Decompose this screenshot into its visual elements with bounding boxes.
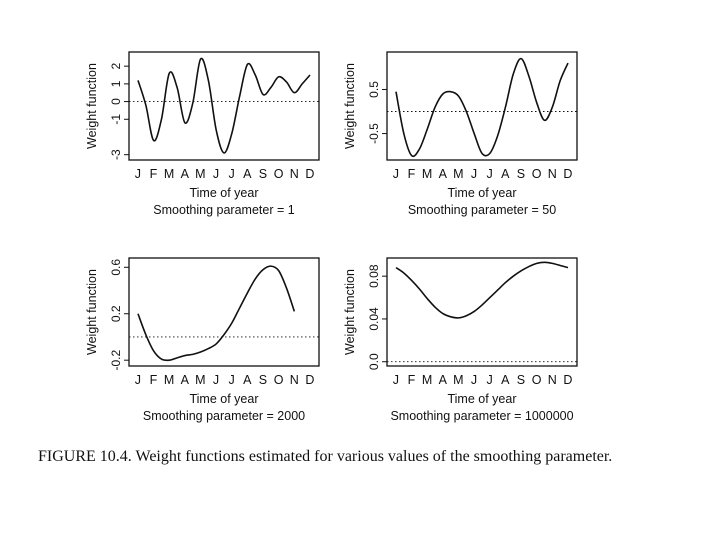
x-tick-label: M (164, 167, 175, 181)
x-tick-label: D (305, 167, 314, 181)
smoothing-parameter-label: Smoothing parameter = 2000 (143, 409, 305, 423)
plot-frame (128, 257, 320, 367)
x-tick-label: J (471, 167, 478, 181)
x-tick-label: D (305, 373, 314, 387)
x-tick-label: O (532, 167, 542, 181)
x-tick-label: A (243, 373, 252, 387)
x-tick-label: M (453, 167, 464, 181)
smoothing-parameter-label: Smoothing parameter = 1000000 (390, 409, 573, 423)
y-tick-label: 0.0 (367, 353, 381, 370)
x-tick-label: S (259, 167, 268, 181)
x-tick-label: N (290, 373, 299, 387)
figure-caption: FIGURE 10.4. Weight functions estimated … (38, 448, 613, 465)
y-tick-label: 0.08 (367, 264, 381, 288)
weight-function-curve (395, 261, 569, 319)
x-tick-label: M (422, 167, 433, 181)
x-axis-label: Time of year (189, 392, 258, 406)
x-tick-label: J (487, 373, 494, 387)
smoothing-parameter-label: Smoothing parameter = 50 (408, 203, 556, 217)
x-tick-label: D (563, 373, 572, 387)
x-tick-label: F (408, 167, 416, 181)
x-tick-label: J (487, 167, 494, 181)
y-tick-label: -3 (109, 149, 123, 160)
x-tick-label: M (453, 373, 464, 387)
y-tick-label: -0.2 (109, 350, 123, 371)
y-axis-label: Weight function (343, 63, 357, 149)
x-tick-label: S (517, 373, 526, 387)
x-axis-label: Time of year (189, 186, 258, 200)
y-axis-label: Weight function (85, 63, 99, 149)
x-tick-label: M (195, 167, 206, 181)
y-tick-label: -1 (109, 114, 123, 125)
y-axis-label: Weight function (85, 269, 99, 355)
x-tick-label: A (243, 167, 252, 181)
x-tick-label: F (150, 373, 158, 387)
smoothing-parameter-label: Smoothing parameter = 1 (153, 203, 294, 217)
x-tick-label: N (548, 167, 557, 181)
x-tick-label: J (393, 373, 400, 387)
x-tick-label: J (213, 167, 220, 181)
x-tick-label: M (164, 373, 175, 387)
y-tick-label: 0 (109, 98, 123, 105)
x-tick-label: N (290, 167, 299, 181)
y-axis-label: Weight function (343, 269, 357, 355)
x-tick-label: J (213, 373, 220, 387)
x-tick-label: M (422, 373, 433, 387)
y-tick-label: 0.2 (109, 305, 123, 322)
weight-function-curve (137, 265, 296, 362)
x-tick-label: F (150, 167, 158, 181)
x-axis-label: Time of year (447, 186, 516, 200)
weight-function-curve (395, 57, 569, 158)
x-tick-label: A (181, 167, 190, 181)
y-tick-label: 1 (109, 80, 123, 87)
x-tick-label: O (532, 373, 542, 387)
x-tick-label: S (517, 167, 526, 181)
x-tick-label: J (135, 373, 142, 387)
x-tick-label: J (229, 373, 236, 387)
y-tick-label: 0.6 (109, 259, 123, 276)
y-tick-label: 2 (109, 63, 123, 70)
plot-frame (386, 51, 578, 161)
y-tick-label: 0.5 (367, 81, 381, 98)
x-tick-label: A (501, 373, 510, 387)
x-tick-label: O (274, 167, 284, 181)
plot-frame (386, 257, 578, 367)
x-tick-label: A (439, 167, 448, 181)
x-tick-label: N (548, 373, 557, 387)
x-axis-label: Time of year (447, 392, 516, 406)
x-tick-label: A (181, 373, 190, 387)
x-tick-label: S (259, 373, 268, 387)
weight-function-curve (137, 57, 311, 154)
x-tick-label: O (274, 373, 284, 387)
x-tick-label: F (408, 373, 416, 387)
plot-frame (128, 51, 320, 161)
x-tick-label: J (393, 167, 400, 181)
x-tick-label: M (195, 373, 206, 387)
y-tick-label: 0.04 (367, 307, 381, 331)
x-tick-label: J (135, 167, 142, 181)
x-tick-label: J (229, 167, 236, 181)
x-tick-label: D (563, 167, 572, 181)
x-tick-label: J (471, 373, 478, 387)
x-tick-label: A (439, 373, 448, 387)
x-tick-label: A (501, 167, 510, 181)
y-tick-label: -0.5 (367, 123, 381, 144)
